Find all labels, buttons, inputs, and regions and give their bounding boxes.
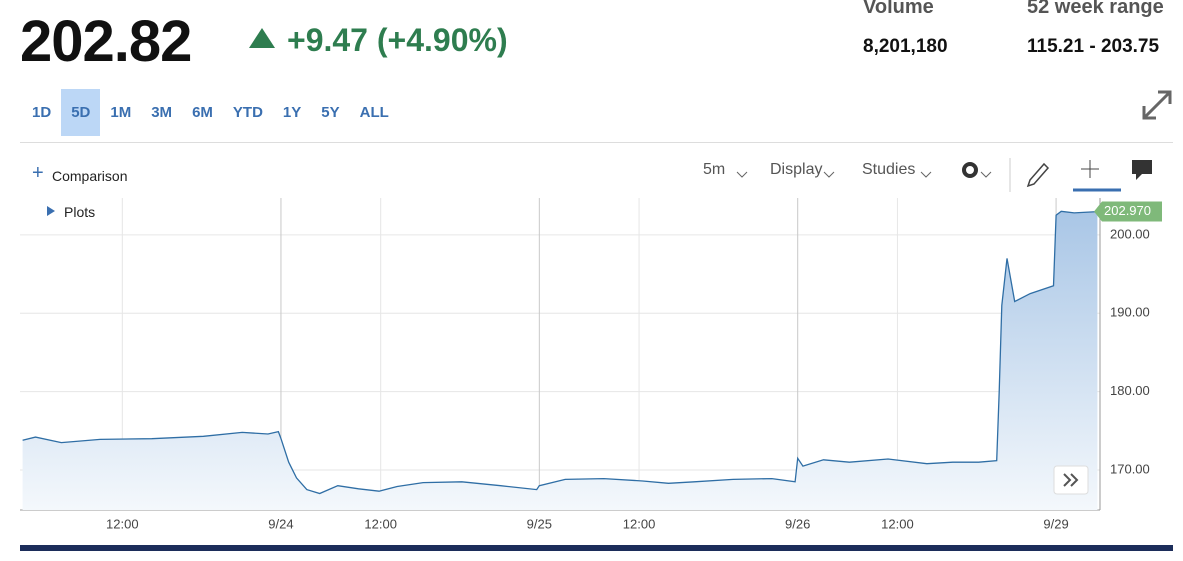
dropdown-carets	[736, 171, 992, 178]
y-tick-label: 190.00	[1110, 305, 1150, 320]
plots-toggle[interactable]: Plots	[64, 204, 96, 220]
stat-label: Volume	[863, 0, 934, 18]
x-tick-label: 12:00	[623, 516, 656, 531]
last-price-label: 202.970	[1104, 203, 1151, 218]
y-tick-label: 200.00	[1110, 226, 1150, 241]
x-tick-label: 9/26	[785, 516, 810, 531]
comparison-button[interactable]: Comparison	[52, 168, 128, 184]
price: 202.82	[20, 9, 192, 74]
price-change: +9.47 (+4.90%)	[287, 22, 508, 58]
range-button[interactable]: 1D	[32, 104, 52, 121]
expand-icon[interactable]	[1140, 88, 1174, 122]
scroll-icon	[1063, 473, 1079, 487]
stat-label: 52 week range	[1027, 0, 1164, 18]
stat-value: 8,201,180	[863, 36, 948, 57]
y-tick-label: 180.00	[1110, 383, 1150, 398]
divider	[20, 142, 1173, 143]
plots-arrow	[47, 206, 55, 216]
display-select[interactable]: Display	[770, 161, 823, 178]
x-tick-label: 9/25	[527, 516, 552, 531]
range-button[interactable]: 5Y	[321, 104, 340, 121]
bottom-bar	[20, 545, 1173, 551]
range-button[interactable]: 1M	[110, 104, 132, 121]
x-tick-label: 9/29	[1043, 516, 1068, 531]
price-line	[22, 210, 1098, 495]
range-button[interactable]: 3M	[151, 104, 173, 121]
up-arrow	[249, 28, 275, 48]
area	[22, 211, 1098, 511]
range-buttons: 1D 5D 1M 3M 6M YTD 1Y 5Y ALL	[22, 89, 399, 136]
x-tick-label: 12:00	[364, 516, 397, 531]
tool-icons[interactable]	[958, 158, 1158, 192]
last-price-tag	[1094, 201, 1162, 222]
x-tick-label: 12:00	[106, 516, 139, 531]
range-button[interactable]: YTD	[232, 104, 263, 121]
x-tick-label: 12:00	[881, 516, 914, 531]
studies-select[interactable]: Studies	[862, 161, 916, 178]
interval-select[interactable]: 5m	[703, 161, 726, 178]
stat-value: 115.21 - 203.75	[1027, 36, 1160, 57]
range-button[interactable]: 1Y	[282, 104, 302, 121]
y-tick-label: 170.00	[1110, 461, 1150, 476]
range-button[interactable]: 6M	[192, 104, 213, 121]
range-button[interactable]: 5D	[61, 89, 101, 136]
x-tick-label: 9/24	[268, 516, 293, 531]
plus-icon: +	[32, 162, 44, 184]
range-button[interactable]: ALL	[359, 104, 389, 121]
